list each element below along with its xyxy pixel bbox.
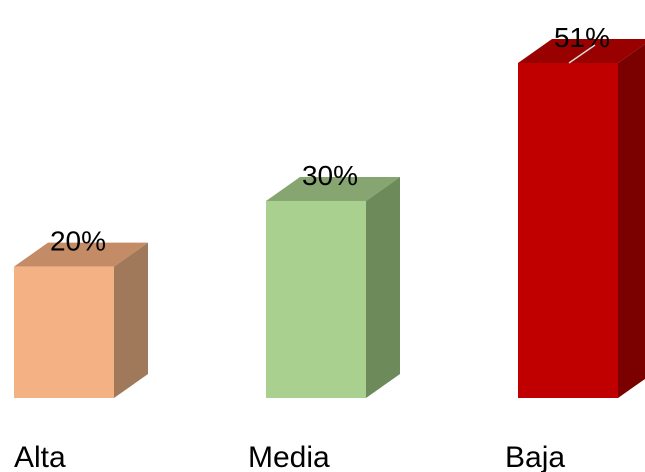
bar-media-top [266,176,400,201]
category-label-media: Media [248,441,330,472]
category-label-baja: Baja [505,441,565,472]
data-label-baja: 51% [554,22,610,53]
bar-alta-side [114,242,148,398]
leader-line [568,44,596,64]
bar-baja [518,63,618,398]
bar-media [266,200,366,398]
bar-alta [14,266,114,398]
data-label-alta: 20% [50,226,106,257]
bar-media-side [366,176,400,398]
bar-baja-top [518,39,645,63]
category-label-alta: Alta [14,441,66,472]
bar-baja-side [618,43,645,398]
data-label-media: 30% [302,160,358,191]
bar-alta-top [14,242,148,267]
